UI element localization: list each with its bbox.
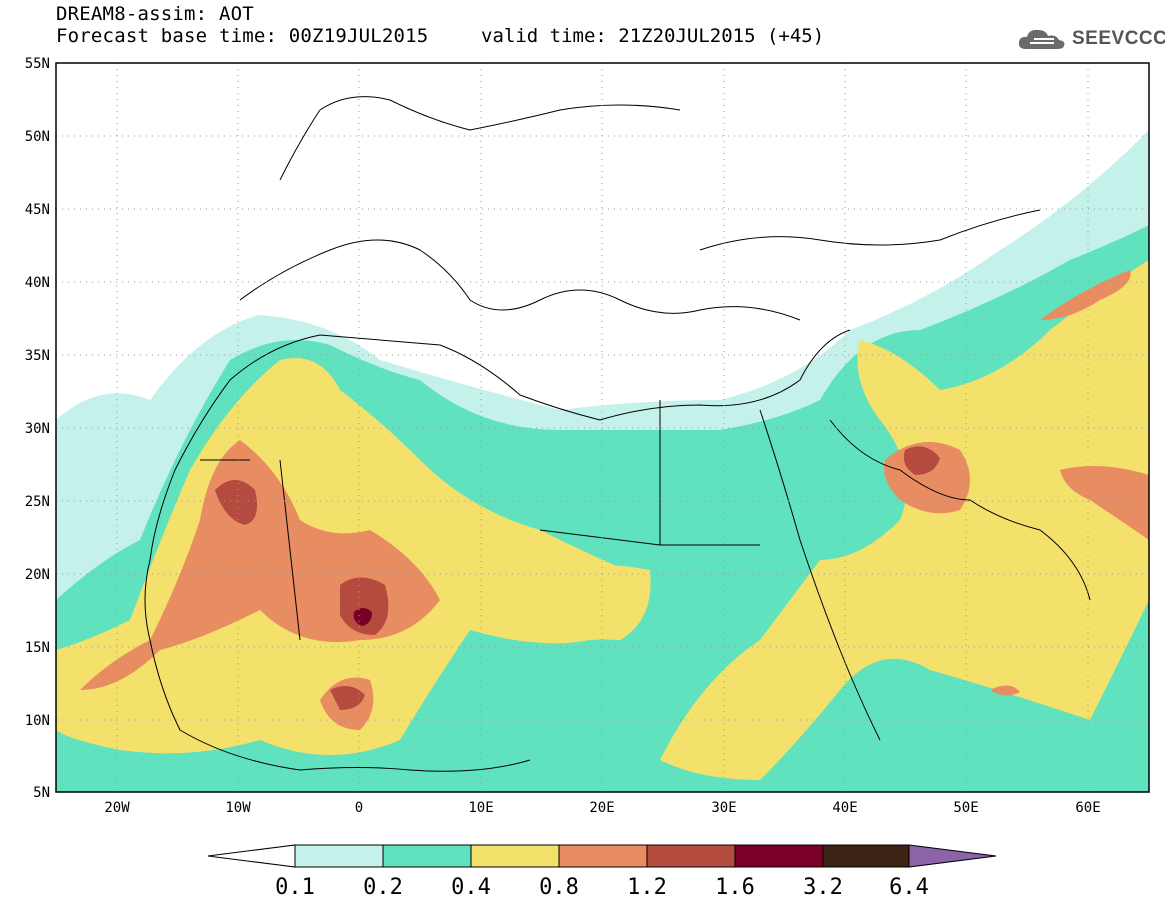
lat-label: 50N xyxy=(25,129,50,145)
lat-label: 45N xyxy=(25,202,50,218)
lat-label: 35N xyxy=(25,348,50,364)
colorbar-label: 0.8 xyxy=(539,875,579,900)
grid-lines xyxy=(56,63,1149,792)
lon-label: 50E xyxy=(953,800,978,816)
seevccc-logo: SEEVCCC xyxy=(1016,24,1165,54)
colorbar-label: 6.4 xyxy=(889,875,929,900)
colorbar-bin xyxy=(294,844,384,868)
colorbar-bin xyxy=(382,844,472,868)
colorbar-bin xyxy=(470,844,560,868)
latitude-labels: 55N 50N 45N 40N 35N 30N 25N 20N 15N 10N … xyxy=(25,56,50,801)
colorbar-label: 1.6 xyxy=(715,875,755,900)
lat-label: 30N xyxy=(25,421,50,437)
logo-text: SEEVCCC xyxy=(1072,28,1165,49)
lon-label: 20E xyxy=(589,800,614,816)
lon-label: 40E xyxy=(832,800,857,816)
colorbar-label: 0.4 xyxy=(451,875,491,900)
lat-label: 25N xyxy=(25,494,50,510)
colorbar-bin xyxy=(646,844,736,868)
lon-label: 0 xyxy=(355,800,363,816)
map-border xyxy=(55,62,1150,793)
lon-label: 60E xyxy=(1075,800,1100,816)
lat-label: 20N xyxy=(25,567,50,583)
lat-label: 55N xyxy=(25,56,50,72)
colorbar-bin xyxy=(558,844,648,868)
title-line-1: DREAM8-assim: AOT xyxy=(56,3,254,25)
colorbar-high-arrow xyxy=(908,844,997,868)
lat-label: 40N xyxy=(25,275,50,291)
colorbar-label: 0.1 xyxy=(275,875,315,900)
colorbar-bin xyxy=(822,844,910,868)
colorbar-bin xyxy=(734,844,824,868)
colorbar-low-arrow xyxy=(207,844,296,868)
forecast-base-time: Forecast base time: 00Z19JUL2015 xyxy=(56,25,429,47)
cloud-icon xyxy=(1018,29,1065,49)
longitude-labels: 20W 10W 0 10E 20E 30E 40E 50E 60E xyxy=(104,800,1100,816)
coastlines xyxy=(144,96,1091,772)
lon-label: 30E xyxy=(711,800,736,816)
lat-label: 10N xyxy=(25,713,50,729)
valid-time: valid time: 21Z20JUL2015 (+45) xyxy=(481,25,825,47)
lon-label: 20W xyxy=(104,800,130,816)
colorbar-label: 3.2 xyxy=(803,875,843,900)
lat-label: 5N xyxy=(33,785,50,801)
lat-label: 15N xyxy=(25,640,50,656)
aot-fields xyxy=(56,130,1149,792)
colorbar-label: 0.2 xyxy=(363,875,403,900)
lon-label: 10E xyxy=(468,800,493,816)
colorbar: 0.1 0.2 0.4 0.8 1.2 1.6 3.2 6.4 xyxy=(207,844,997,900)
lon-label: 10W xyxy=(225,800,251,816)
colorbar-label: 1.2 xyxy=(627,875,667,900)
